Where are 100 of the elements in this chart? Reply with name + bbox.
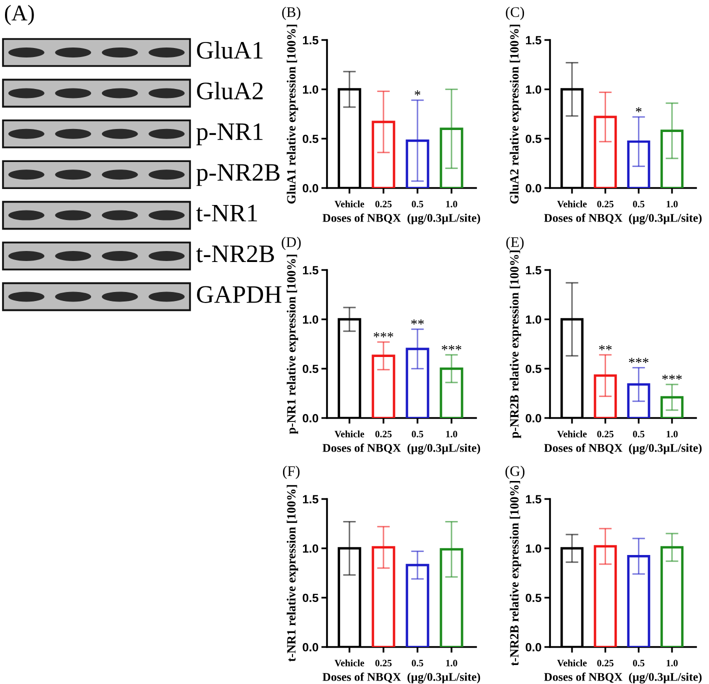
x-axis-title: Doses of NBQX (µg/0.3µL/site) [544, 672, 702, 684]
y-tick-label: 1.0 [303, 315, 318, 324]
bar [627, 140, 650, 188]
annotation: *** [662, 374, 682, 380]
x-tick-label: 1.0 [446, 660, 458, 666]
bar [594, 545, 617, 647]
x-tick-label: Vehicle [557, 200, 587, 208]
text: t-NR1 [196, 204, 257, 222]
x-axis-title: Doses of NBQX (µg/0.3µL/site) [322, 213, 480, 224]
y-tick-label: 1.5 [526, 495, 542, 504]
y-tick-label: 1.0 [526, 85, 542, 94]
x-tick-label: 0.25 [375, 200, 392, 208]
x-tick-label: 0.25 [597, 430, 614, 438]
y-tick-label: 1.0 [526, 315, 542, 324]
x-tick-label: Vehicle [557, 430, 587, 438]
x-tick-label: 1.0 [446, 430, 458, 438]
y-tick-label: 1.5 [303, 36, 318, 44]
bar [406, 564, 430, 647]
y-tick-label: 1.5 [526, 266, 542, 274]
annotation: * [414, 90, 420, 96]
bar [660, 396, 684, 418]
x-tick-label: 0.25 [597, 660, 614, 666]
bar [594, 116, 617, 188]
y-tick-label: 0.5 [526, 364, 542, 374]
y-tick-label: 0.5 [302, 364, 318, 374]
y-axis-title: GluA1 relative expression [100%] [286, 24, 298, 204]
bar [406, 139, 430, 188]
y-tick-label: 0.0 [526, 184, 542, 192]
bar [372, 354, 396, 418]
chart-title: (G) [505, 466, 524, 479]
x-tick-label: Vehicle [557, 660, 587, 666]
y-tick-label: 1.0 [303, 85, 318, 94]
text: p-NR1 [196, 123, 263, 146]
text: (A) [4, 4, 34, 26]
chart-title: (B) [282, 6, 300, 20]
x-tick-label: 0.25 [375, 430, 392, 438]
x-axis-title: Doses of NBQX (µg/0.3µL/site) [544, 213, 702, 224]
y-tick-label: 0.0 [526, 643, 542, 652]
y-axis-title: t-NR2B relative expression [100%] [510, 480, 522, 666]
y-tick-label: 0.0 [302, 643, 318, 652]
chart-title: (E) [506, 236, 524, 250]
y-axis-title: GluA2 relative expression [100%] [510, 24, 522, 204]
y-tick-label: 1.5 [303, 495, 318, 504]
y-axis-title: p-NR2B relative expression [100%] [510, 250, 522, 438]
x-tick-label: 0.5 [632, 430, 644, 438]
bar [594, 374, 617, 418]
text: p-NR2B [196, 164, 280, 186]
bar [627, 555, 650, 647]
x-tick-label: 1.0 [666, 200, 678, 208]
text: GluA2 [197, 82, 263, 100]
x-axis-title: Doses of NBQX (µg/0.3µL/site) [322, 672, 480, 684]
x-axis-title: Doses of NBQX (µg/0.3µL/site) [544, 443, 702, 454]
x-tick-label: 0.5 [412, 200, 424, 208]
x-tick-label: 0.5 [632, 660, 644, 666]
y-tick-label: 0.5 [302, 594, 318, 602]
y-tick-label: 0.5 [526, 594, 542, 602]
x-tick-label: 0.25 [375, 660, 392, 666]
annotation: ** [599, 345, 612, 350]
x-axis-title: Doses of NBQX (µg/0.3µL/site) [322, 443, 480, 454]
bar [440, 548, 464, 647]
y-tick-label: 0.0 [302, 184, 318, 192]
y-axis-title: t-NR1 relative expression [100%] [286, 485, 298, 662]
x-tick-label: 0.5 [412, 660, 424, 666]
x-tick-label: 0.25 [597, 200, 614, 208]
x-tick-label: 1.0 [666, 660, 678, 666]
x-tick-label: 1.0 [446, 200, 458, 208]
x-tick-label: Vehicle [334, 200, 364, 208]
x-tick-label: Vehicle [334, 660, 364, 666]
y-tick-label: 1.5 [526, 36, 542, 44]
chart-title: (C) [506, 6, 524, 20]
bar [660, 130, 684, 188]
y-tick-label: 0.0 [302, 414, 318, 422]
bar [406, 348, 430, 418]
y-axis-title: p-NR1 relative expression [100%] [286, 254, 298, 434]
y-tick-label: 1.5 [303, 266, 318, 274]
x-tick-label: 1.0 [666, 430, 678, 438]
bar [372, 546, 396, 647]
x-tick-label: Vehicle [334, 430, 364, 438]
chart-title: (D) [282, 236, 301, 250]
annotation: *** [628, 358, 648, 364]
y-tick-label: 1.0 [526, 544, 542, 553]
x-tick-label: 0.5 [632, 200, 644, 208]
bar [440, 367, 464, 418]
y-tick-label: 0.5 [526, 134, 542, 144]
bar [440, 128, 464, 188]
bar [627, 383, 650, 418]
bar [660, 546, 684, 647]
x-tick-label: 0.5 [412, 430, 424, 438]
annotation: *** [442, 345, 462, 350]
text: GluA1 [197, 41, 263, 59]
annotation: * [636, 107, 642, 112]
y-tick-label: 0.0 [526, 414, 542, 422]
text: t-NR2B [196, 245, 274, 262]
y-tick-label: 0.5 [302, 134, 318, 144]
text: GAPDH [197, 286, 282, 303]
chart-title: (F) [282, 466, 300, 479]
annotation: *** [374, 332, 394, 338]
y-tick-label: 1.0 [303, 544, 318, 553]
bar [372, 120, 396, 188]
annotation: ** [411, 319, 424, 325]
